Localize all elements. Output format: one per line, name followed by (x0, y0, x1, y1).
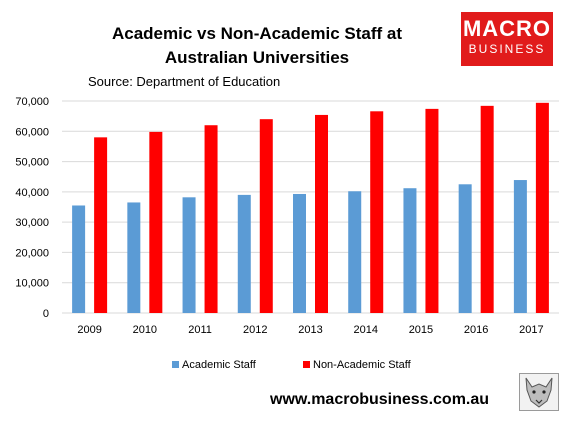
y-tick-label: 50,000 (15, 157, 49, 169)
x-axis-ticks: 2009 2010 2011 2012 2013 2014 2015 2016 2017 (77, 324, 543, 336)
chart-title: Academic vs Non-Academic Staff at Austra… (111, 24, 403, 67)
x-tick-label: 2009 (77, 324, 101, 336)
y-tick-label: 40,000 (15, 187, 49, 199)
bar-non-academic (94, 137, 108, 313)
legend-label: Academic Staff (182, 359, 257, 371)
y-axis-ticks: 0 10,000 20,000 30,000 40,000 50,000 60,000 70,… (15, 96, 49, 320)
gridlines (62, 100, 559, 314)
bar-non-academic (149, 131, 163, 313)
bar-non-academic (259, 119, 273, 314)
y-tick-label: 60,000 (15, 126, 49, 138)
y-tick-label: 0 (43, 308, 49, 320)
x-tick-label: 2014 (353, 324, 377, 336)
bar-academic (182, 197, 196, 313)
logo-line1: MACRO (462, 16, 552, 41)
y-tick-label: 30,000 (15, 217, 49, 229)
wolf-icon-graphic (525, 377, 553, 408)
macrobusiness-logo: MACRO BUSINESS (461, 12, 553, 66)
bar-non-academic (204, 125, 218, 313)
x-tick-label: 2015 (409, 324, 433, 336)
x-tick-label: 2013 (298, 324, 322, 336)
bar-academic (348, 191, 362, 313)
bar-non-academic (370, 111, 384, 313)
logo-line2: BUSINESS (468, 42, 546, 56)
bar-academic (293, 193, 306, 313)
wolf-icon (519, 373, 559, 411)
legend-swatch (303, 361, 310, 368)
bar-non-academic (315, 114, 328, 313)
bars (72, 102, 549, 314)
website-url: www.macrobusiness.com.au (270, 391, 490, 408)
y-tick-label: 20,000 (15, 247, 49, 259)
legend-label: Non-Academic Staff (313, 359, 412, 371)
bar-non-academic (480, 105, 494, 314)
x-tick-label: 2011 (188, 324, 212, 336)
bar-academic (237, 194, 251, 313)
bar-academic (403, 188, 417, 313)
y-tick-label: 70,000 (15, 96, 49, 108)
chart-source: Source: Department of Education (88, 74, 281, 89)
bar-non-academic (425, 108, 439, 313)
bar-academic (458, 184, 472, 313)
legend-swatch (172, 361, 179, 368)
bar-academic (513, 180, 527, 313)
x-tick-label: 2010 (133, 324, 157, 336)
y-tick-label: 10,000 (15, 278, 49, 290)
bar-non-academic (535, 102, 549, 314)
x-tick-label: 2017 (519, 324, 543, 336)
legend: Academic Staff Non-Academic Staff (172, 359, 412, 371)
bar-academic (72, 205, 86, 313)
x-tick-label: 2012 (243, 324, 267, 336)
bar-academic (127, 202, 141, 313)
x-tick-label: 2016 (464, 324, 488, 336)
